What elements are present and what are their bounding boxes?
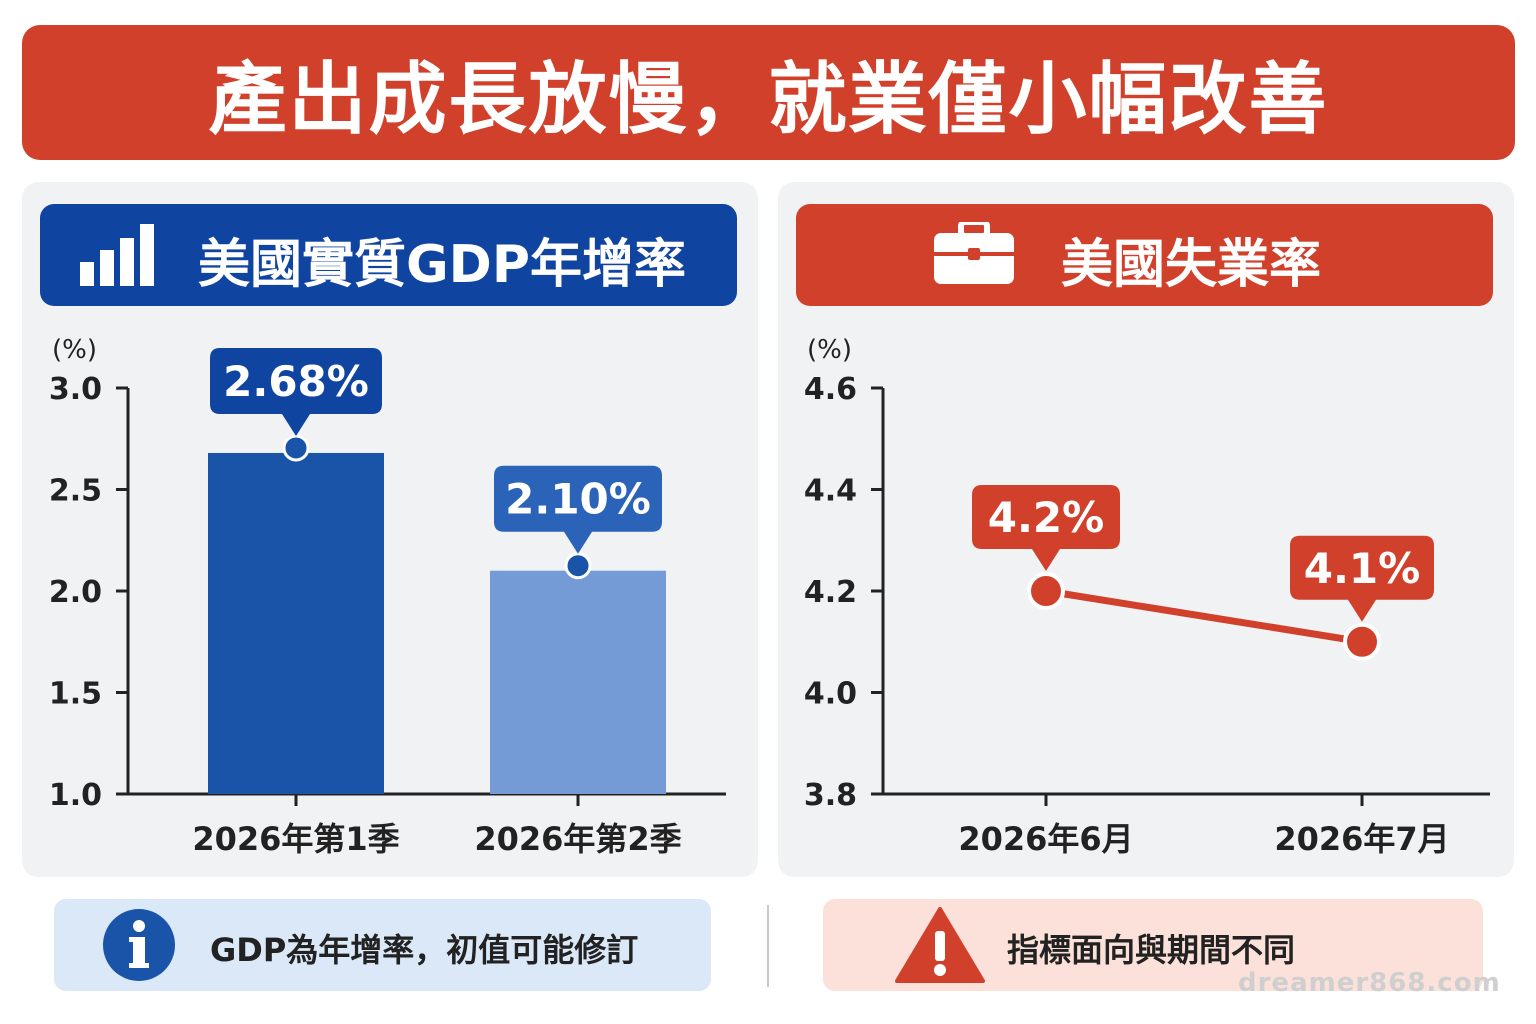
briefcase-icon [934, 222, 1014, 284]
gdp-data-label-box [494, 465, 662, 554]
gdp-bar [490, 570, 666, 794]
unemp-series-line [1042, 587, 1366, 646]
gdp-y-tick-label: 1.0 [49, 778, 102, 813]
gdp-panel-title: 美國實質GDP年增率 [198, 235, 686, 295]
unemployment-panel-title: 美國失業率 [1061, 235, 1322, 295]
unemp-data-label: 4.2% [988, 493, 1104, 542]
gdp-data-label: 2.68% [223, 357, 369, 406]
gdp-bar [208, 452, 384, 794]
gdp-data-label: 2.10% [505, 475, 651, 524]
unemployment-note: 指標面向與期間不同 [823, 899, 1483, 991]
info-icon [103, 909, 175, 981]
notes-divider [767, 905, 769, 987]
watermark: dreamer868.com [1238, 968, 1501, 998]
unemp-point [1343, 622, 1381, 661]
unemp-data-label: 4.1% [1304, 544, 1420, 593]
gdp-x-tick-label: 2026年第1季 [192, 820, 399, 858]
unemployment-panel-header: 美國失業率 [796, 204, 1493, 306]
unemp-y-tick-label: 4.2 [804, 575, 857, 610]
gdp-y-tick-label: 1.5 [49, 677, 102, 712]
warning-icon [895, 907, 985, 983]
title-banner: 產出成長放慢，就業僅小幅改善 [22, 25, 1515, 160]
unemp-y-tick-label: 4.0 [804, 677, 857, 712]
unemp-unit-label: (%) [807, 335, 852, 365]
unemp-point [1027, 572, 1065, 610]
gdp-note: GDP為年增率，初值可能修訂 [54, 899, 711, 991]
unemp-y-tick-label: 4.6 [804, 372, 857, 407]
unemp-y-tick-label: 4.4 [804, 474, 857, 509]
gdp-x-tick-label: 2026年第2季 [474, 820, 681, 858]
gdp-panel-header: 美國實質GDP年增率 [40, 204, 737, 306]
gdp-y-tick-label: 2.5 [49, 474, 102, 509]
gdp-data-label-box [210, 347, 382, 436]
unemployment-panel: 美國失業率 [778, 182, 1514, 877]
gdp-note-text: GDP為年增率，初值可能修訂 [210, 931, 639, 969]
bar-chart-icon [80, 224, 154, 286]
gdp-y-tick-label: 3.0 [49, 372, 102, 407]
unemp-data-label-box [1290, 535, 1434, 622]
gdp-y-tick-label: 2.0 [49, 575, 102, 610]
unemployment-note-text: 指標面向與期間不同 [1007, 931, 1296, 969]
gdp-point [564, 552, 592, 580]
gdp-unit-label: (%) [52, 335, 97, 365]
unemp-x-tick-label: 2026年6月 [958, 820, 1133, 858]
unemp-x-tick-label: 2026年7月 [1274, 820, 1449, 858]
unemp-data-label-box [972, 485, 1120, 571]
page-title: 產出成長放慢，就業僅小幅改善 [208, 54, 1329, 145]
gdp-point [282, 434, 310, 462]
unemp-y-tick-label: 3.8 [804, 778, 857, 813]
